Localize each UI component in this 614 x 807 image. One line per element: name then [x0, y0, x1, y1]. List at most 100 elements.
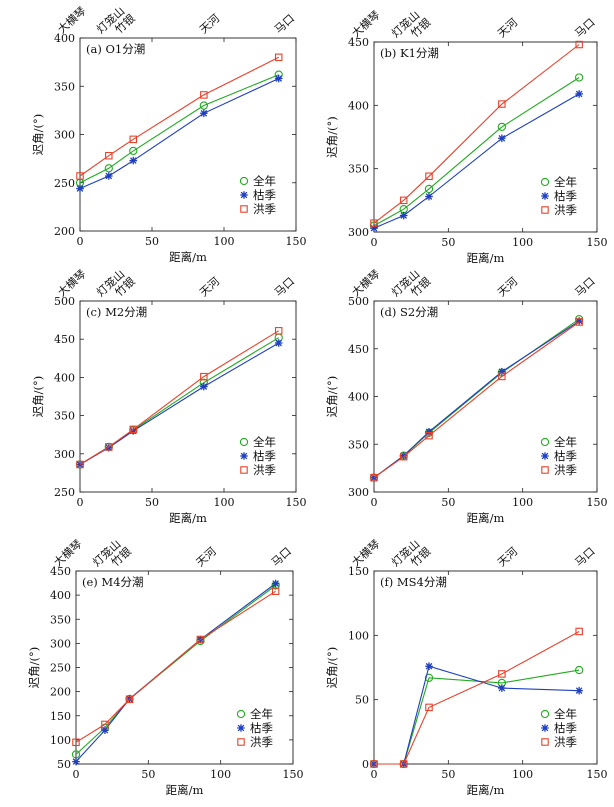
y-tick-label: 350 [348, 163, 369, 176]
x-tick-label: 0 [73, 768, 80, 781]
site-label: 马口 [572, 275, 597, 299]
data-point [101, 726, 109, 735]
x-tick-label: 50 [441, 768, 455, 781]
data-point [129, 156, 138, 165]
y-tick-label: 400 [50, 589, 71, 602]
data-point [425, 192, 433, 201]
site-label: 天河 [495, 16, 520, 40]
data-point [399, 451, 408, 460]
y-axis-label: 迟角/(°) [325, 116, 339, 158]
chart-panel-c: 0 50 100 150 250 300 350 400 450 500 距离/m 迟角/(°) (c)… [31, 267, 307, 525]
y-axis-label: 迟角/(°) [27, 647, 41, 689]
panel-title: (c) M2分潮 [86, 305, 147, 319]
data-point [575, 317, 583, 325]
series-line [79, 74, 279, 184]
x-axis-label: 距离/m [166, 783, 204, 797]
legend-label: 全年 [253, 174, 276, 188]
series-line [374, 669, 580, 765]
y-axis-label: 迟角/(°) [325, 376, 339, 418]
x-tick-label: 50 [441, 236, 455, 249]
data-point [129, 135, 138, 144]
data-point [271, 587, 280, 596]
data-point [240, 191, 248, 199]
x-tick-label: 0 [371, 236, 378, 249]
data-point [237, 738, 245, 746]
y-tick-label: 150 [50, 710, 71, 723]
data-point [239, 437, 249, 447]
data-point [425, 662, 433, 671]
y-tick-label: 100 [50, 734, 71, 747]
data-point [498, 684, 506, 692]
panel-title: (a) O1分潮 [86, 42, 145, 56]
y-axis-label: 迟角/(°) [31, 376, 45, 418]
series-枯季 [76, 339, 283, 469]
y-tick-label: 100 [348, 629, 369, 642]
data-point [76, 184, 84, 193]
y-tick-label: 250 [54, 177, 75, 190]
data-point [541, 206, 549, 214]
data-point [399, 211, 408, 220]
x-tick-label: 0 [371, 496, 378, 509]
y-tick-label: 250 [54, 486, 75, 499]
site-label: 马口 [272, 12, 297, 36]
data-point [200, 382, 208, 391]
data-point [240, 466, 248, 474]
legend-label: 洪季 [253, 202, 276, 216]
data-point [72, 738, 80, 747]
y-tick-label: 400 [348, 391, 369, 404]
y-tick-label: 150 [348, 565, 369, 578]
x-tick-label: 150 [286, 235, 307, 248]
data-point [237, 724, 245, 732]
site-label: 天河 [495, 545, 520, 569]
data-point [425, 172, 433, 181]
data-point [370, 473, 378, 482]
legend-label: 洪季 [554, 203, 577, 217]
data-point [498, 134, 506, 143]
site-label: 马口 [269, 545, 294, 569]
data-point [200, 91, 208, 99]
data-point [399, 452, 408, 461]
y-tick-label: 500 [54, 295, 75, 308]
chart-panel-a: 0 50 100 150 200 250 300 350 400 距离/m 迟角/(°) (a) O1… [31, 4, 307, 264]
data-point [239, 176, 249, 186]
y-tick-label: 250 [50, 662, 71, 675]
data-point [240, 452, 248, 460]
y-tick-label: 350 [348, 438, 369, 451]
data-point [425, 703, 433, 712]
data-point [575, 90, 583, 98]
data-point [196, 635, 205, 644]
series-line [79, 337, 279, 465]
series-line [374, 631, 580, 765]
series-line [79, 56, 279, 177]
y-tick-label: 500 [348, 295, 369, 308]
plot-frame [373, 41, 598, 233]
x-tick-label: 100 [214, 496, 235, 509]
legend-label: 全年 [253, 435, 276, 449]
data-point [105, 443, 113, 452]
data-point [200, 372, 208, 381]
x-tick-label: 100 [512, 236, 533, 249]
series-洪季 [76, 327, 283, 469]
plot-frame [373, 570, 598, 765]
y-tick-label: 350 [54, 410, 75, 423]
site-label: 天河 [197, 12, 222, 36]
x-axis-label: 距离/m [467, 251, 505, 265]
series-洪季 [370, 40, 583, 227]
y-tick-label: 300 [50, 637, 71, 650]
y-tick-label: 50 [355, 694, 369, 707]
x-tick-label: 100 [210, 768, 231, 781]
y-tick-label: 350 [50, 613, 71, 626]
legend-label: 枯季 [250, 721, 273, 735]
x-tick-label: 100 [214, 235, 235, 248]
series-洪季 [370, 318, 583, 482]
data-point [240, 205, 248, 213]
series-全年 [369, 73, 584, 230]
data-point [274, 339, 283, 347]
x-tick-label: 100 [512, 496, 533, 509]
y-tick-label: 450 [54, 333, 75, 346]
data-point [105, 172, 113, 180]
legend-label: 枯季 [253, 188, 276, 202]
